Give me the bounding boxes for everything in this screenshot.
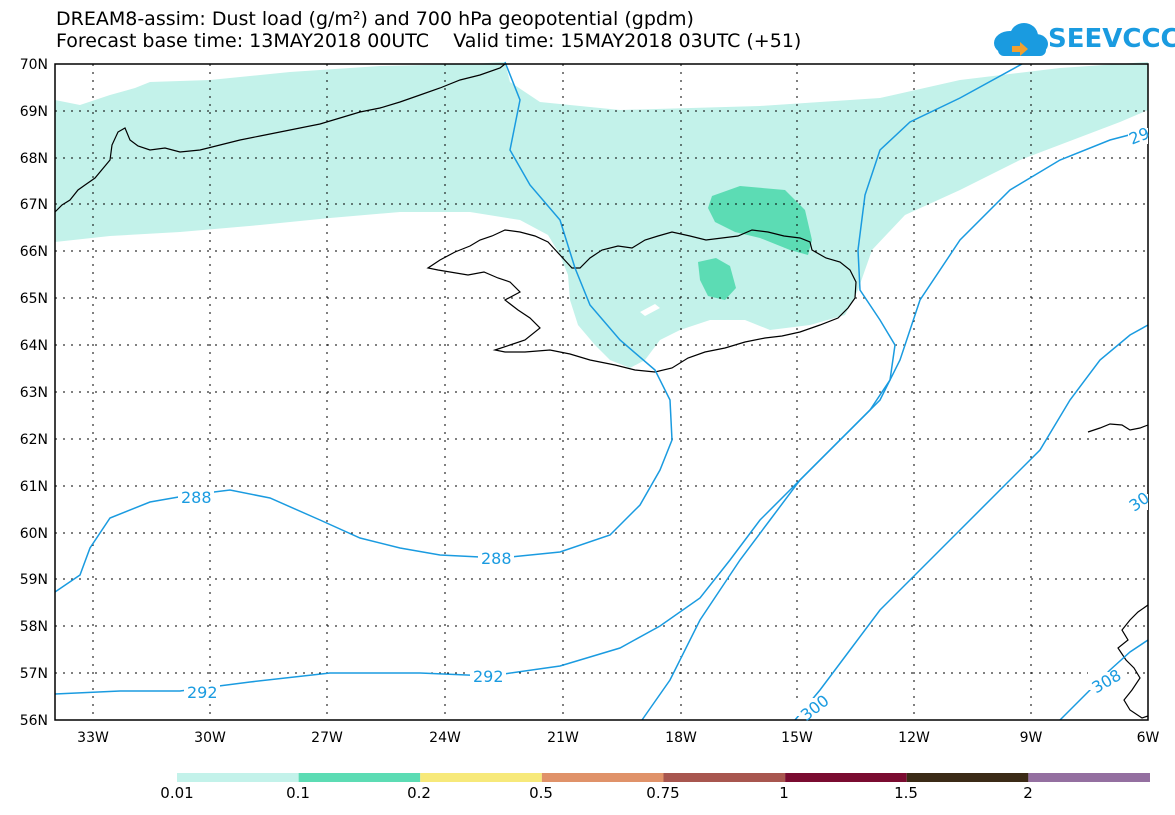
white-gap bbox=[640, 304, 660, 316]
lat-label: 70N bbox=[20, 57, 48, 73]
colorbar-label: 0.1 bbox=[286, 784, 310, 802]
latitude-labels: 70N 69N 68N 67N 66N 65N 64N 63N 62N 61N … bbox=[20, 57, 48, 729]
colorbar-swatch bbox=[541, 773, 664, 782]
colorbar-swatch bbox=[298, 773, 421, 782]
lat-label: 67N bbox=[20, 197, 48, 213]
lat-label: 60N bbox=[20, 526, 48, 542]
lon-label: 6W bbox=[1137, 730, 1160, 746]
contour-label: 30 bbox=[1125, 488, 1153, 515]
cloud-icon bbox=[994, 23, 1048, 56]
colorbar-label: 0.01 bbox=[160, 784, 193, 802]
faroe-shetland-coast bbox=[1087, 423, 1149, 433]
contour-label: 292 bbox=[473, 667, 504, 686]
lon-label: 21W bbox=[547, 730, 579, 746]
lon-label: 9W bbox=[1020, 730, 1043, 746]
colorbar-label: 1.5 bbox=[894, 784, 918, 802]
lon-label: 33W bbox=[77, 730, 109, 746]
coastlines bbox=[54, 63, 1149, 719]
title-line-2: Forecast base time: 13MAY2018 00UTC Vali… bbox=[56, 30, 802, 52]
colorbar-swatch bbox=[1028, 773, 1150, 782]
map-frame bbox=[54, 63, 1149, 721]
colorbar-swatch bbox=[785, 773, 907, 782]
contour-label: 288 bbox=[481, 549, 512, 568]
contour-label: 288 bbox=[181, 488, 212, 507]
lon-label: 24W bbox=[429, 730, 461, 746]
lon-label: 12W bbox=[898, 730, 930, 746]
colorbar bbox=[177, 773, 1150, 782]
colorbar-swatch bbox=[906, 773, 1029, 782]
lon-label: 27W bbox=[311, 730, 343, 746]
contour-288-b bbox=[54, 61, 673, 593]
logo-text: SEEVCCC bbox=[1048, 24, 1175, 54]
lat-label: 56N bbox=[20, 713, 48, 729]
colorbar-swatch bbox=[420, 773, 542, 782]
colorbar-label: 2 bbox=[1023, 784, 1033, 802]
contour-292 bbox=[54, 129, 1149, 695]
dust-load-layer bbox=[55, 62, 1148, 368]
contour-label: 292 bbox=[187, 683, 218, 702]
lat-label: 58N bbox=[20, 619, 48, 635]
contour-288-a bbox=[641, 63, 1023, 721]
dust-area-low bbox=[55, 62, 1148, 368]
contour-label: 308 bbox=[1089, 665, 1125, 697]
lon-label: 18W bbox=[665, 730, 697, 746]
colorbar-label: 1 bbox=[779, 784, 789, 802]
geopotential-contours bbox=[54, 61, 1149, 721]
lat-label: 61N bbox=[20, 479, 48, 495]
lat-label: 68N bbox=[20, 151, 48, 167]
greenland-coast bbox=[54, 63, 506, 213]
colorbar-labels: 0.01 0.1 0.2 0.5 0.75 1 1.5 2 bbox=[160, 784, 1032, 802]
colorbar-label: 0.5 bbox=[529, 784, 553, 802]
dust-area-mid-1 bbox=[708, 186, 812, 255]
contour-300 bbox=[794, 324, 1149, 721]
longitude-labels: 33W 30W 27W 24W 21W 18W 15W 12W 9W 6W bbox=[77, 730, 1159, 746]
lon-label: 30W bbox=[194, 730, 226, 746]
iceland-coast bbox=[426, 229, 857, 373]
lat-label: 66N bbox=[20, 244, 48, 260]
lat-label: 62N bbox=[20, 432, 48, 448]
map-title: DREAM8-assim: Dust load (g/m²) and 700 h… bbox=[56, 8, 801, 52]
title-line-1: DREAM8-assim: Dust load (g/m²) and 700 h… bbox=[56, 8, 694, 30]
lat-label: 63N bbox=[20, 385, 48, 401]
dust-area-mid-2 bbox=[698, 258, 736, 300]
lat-label: 65N bbox=[20, 291, 48, 307]
colorbar-label: 0.75 bbox=[646, 784, 679, 802]
colorbar-swatch bbox=[663, 773, 786, 782]
colorbar-label: 0.2 bbox=[407, 784, 431, 802]
graticule bbox=[55, 64, 1148, 720]
colorbar-swatch bbox=[177, 773, 299, 782]
lat-label: 57N bbox=[20, 666, 48, 682]
lat-label: 59N bbox=[20, 572, 48, 588]
lon-label: 15W bbox=[781, 730, 813, 746]
lat-label: 69N bbox=[20, 104, 48, 120]
scotland-coast bbox=[1117, 604, 1149, 719]
contour-308 bbox=[1059, 639, 1149, 721]
lat-label: 64N bbox=[20, 338, 48, 354]
seevccc-logo bbox=[994, 23, 1048, 56]
